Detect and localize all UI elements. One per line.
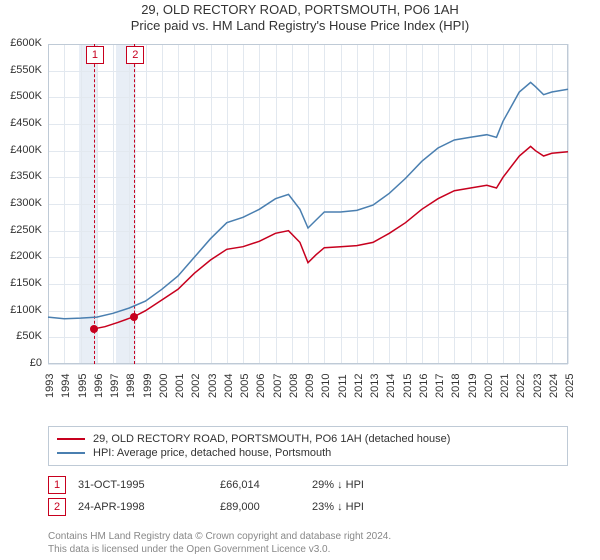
title-line2: Price paid vs. HM Land Registry's House … [0, 18, 600, 33]
transactions-table: 1 31-OCT-1995 £66,014 29% ↓ HPI 2 24-APR-1998… [48, 474, 568, 518]
chart: £0£50K£100K£150K£200K£250K£300K£350K£400… [0, 38, 600, 418]
footer-line2: This data is licensed under the Open Gov… [48, 543, 391, 556]
tx-pct: 29% ↓ HPI [312, 479, 412, 491]
title-line1: 29, OLD RECTORY ROAD, PORTSMOUTH, PO6 1A… [0, 2, 600, 17]
table-row: 1 31-OCT-1995 £66,014 29% ↓ HPI [48, 474, 568, 496]
tx-date: 31-OCT-1995 [78, 479, 208, 491]
footer: Contains HM Land Registry data © Crown c… [48, 530, 391, 556]
legend-swatch [57, 452, 85, 454]
series-hpi [48, 82, 568, 318]
legend-item: HPI: Average price, detached house, Port… [57, 446, 559, 460]
footer-line1: Contains HM Land Registry data © Crown c… [48, 530, 391, 543]
legend-label: HPI: Average price, detached house, Port… [93, 447, 331, 459]
tx-date: 24-APR-1998 [78, 501, 208, 513]
series-price_paid [94, 146, 568, 328]
legend-item: 29, OLD RECTORY ROAD, PORTSMOUTH, PO6 1A… [57, 432, 559, 446]
tx-marker: 2 [48, 498, 66, 516]
legend-label: 29, OLD RECTORY ROAD, PORTSMOUTH, PO6 1A… [93, 433, 450, 445]
legend: 29, OLD RECTORY ROAD, PORTSMOUTH, PO6 1A… [48, 426, 568, 466]
tx-price: £66,014 [220, 479, 300, 491]
table-row: 2 24-APR-1998 £89,000 23% ↓ HPI [48, 496, 568, 518]
series-svg [0, 38, 600, 418]
legend-swatch [57, 438, 85, 440]
tx-pct: 23% ↓ HPI [312, 501, 412, 513]
tx-price: £89,000 [220, 501, 300, 513]
tx-marker: 1 [48, 476, 66, 494]
